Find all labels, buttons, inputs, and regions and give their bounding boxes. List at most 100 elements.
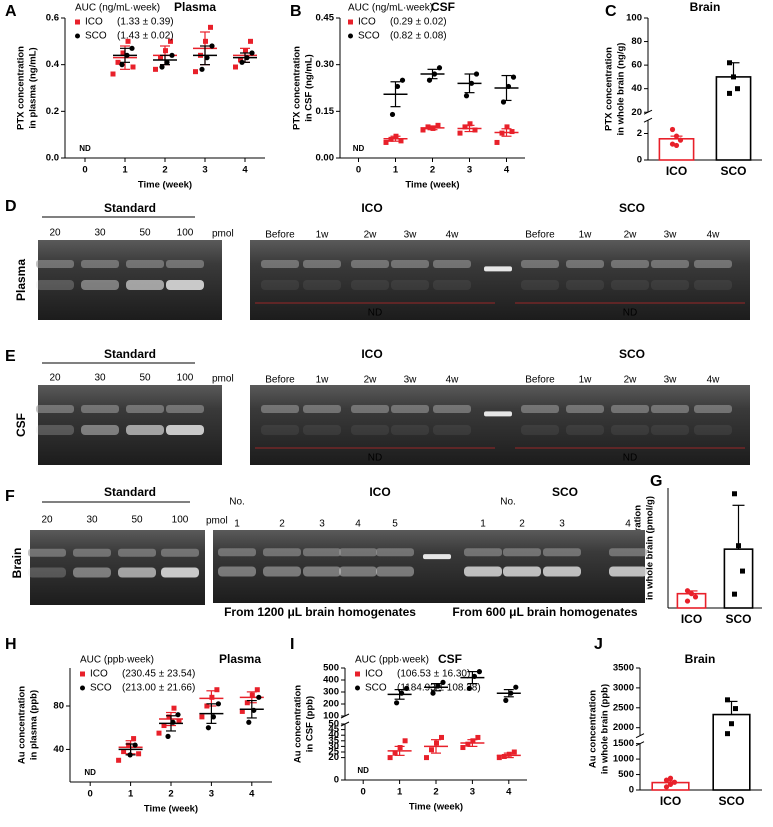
y-tick-label: 2000 (613, 722, 634, 733)
sample-label: Brain (10, 548, 24, 579)
data-point (504, 124, 510, 130)
y-tick-label: 0.45 (316, 13, 335, 24)
bar (712, 713, 751, 791)
legend-title: AUC (ng/mL·week) (348, 3, 433, 14)
data-point (496, 755, 502, 761)
data-point (387, 755, 393, 761)
data-point (254, 687, 260, 693)
gel-band (339, 548, 377, 557)
x-tick-label: 2 (168, 789, 173, 800)
data-point (667, 781, 674, 788)
standard-amount: 20 (49, 228, 61, 239)
data-point (166, 714, 172, 720)
lane-label: 1 (234, 519, 240, 530)
lane-label: 4 (355, 519, 361, 530)
y-axis-label: in CSF (ppb) (305, 696, 316, 752)
chart-title: Plasma (219, 652, 261, 666)
x-tick-label: 0 (356, 165, 361, 176)
data-point (209, 43, 215, 49)
gel-band (543, 548, 581, 557)
gel-band (694, 280, 732, 290)
y-tick-label: 1500 (613, 738, 634, 749)
x-tick-label: 3 (467, 165, 472, 176)
category-label: SCO (720, 164, 746, 178)
data-point (136, 751, 142, 757)
category-label: SCO (725, 612, 751, 626)
gel-band (81, 425, 119, 435)
chart-title: Plasma (174, 0, 216, 14)
y-tick-label: 20 (328, 752, 339, 763)
x-tick-label: 0 (88, 789, 93, 800)
y-axis-label: Au concentration (293, 685, 304, 763)
gel-band (566, 260, 604, 268)
y-tick-label: 0.00 (316, 153, 335, 164)
data-point (435, 122, 441, 128)
y-tick-label: 1000 (613, 754, 634, 765)
data-point (131, 736, 137, 742)
y-tick-label: 0.6 (46, 13, 59, 24)
data-point (215, 701, 221, 707)
gel-band (73, 567, 111, 578)
x-tick-label: 3 (470, 787, 475, 798)
data-point (214, 687, 220, 693)
x-tick-label: 4 (504, 165, 510, 176)
legend-label: SCO (358, 31, 380, 42)
data-point (460, 745, 466, 751)
gel-band (609, 548, 647, 557)
x-tick-label: 2 (430, 165, 435, 176)
legend-marker (80, 685, 85, 691)
data-point (669, 126, 676, 133)
gel-band (161, 548, 199, 557)
data-point (399, 77, 406, 83)
gel-band (391, 405, 429, 413)
gel-band (611, 260, 649, 268)
gel-band (303, 405, 341, 413)
standard-amount: 30 (94, 228, 106, 239)
gel-band (36, 425, 74, 435)
data-point (673, 142, 680, 149)
y-tick-label: 3500 (613, 663, 634, 674)
gel-band (433, 260, 471, 268)
data-point (467, 121, 473, 127)
x-tick-label: 1 (393, 165, 399, 176)
data-point (513, 684, 519, 690)
data-point (663, 784, 670, 790)
axis-break (635, 733, 645, 739)
panel-letter: F (5, 488, 15, 505)
data-point (466, 685, 472, 692)
legend-marker (348, 33, 353, 39)
data-point (462, 124, 468, 130)
bar (715, 76, 752, 161)
standard-amount: 50 (131, 515, 143, 526)
lane-label: 2w (624, 230, 638, 241)
panel-letter: C (605, 3, 617, 20)
data-point (165, 733, 171, 740)
gel-band (166, 405, 204, 413)
data-point (205, 725, 211, 731)
x-axis-label: Time (week) (409, 802, 463, 813)
standard-unit: pmol (212, 229, 234, 240)
data-point (740, 568, 745, 574)
data-point (667, 775, 674, 781)
lane-label: 3w (404, 375, 418, 386)
gel-band (376, 548, 414, 557)
gel-band (521, 405, 559, 413)
data-point (440, 679, 446, 686)
gel-band (351, 425, 389, 435)
lane-label: 3w (664, 375, 678, 386)
data-point (510, 74, 517, 80)
chart-title: Brain (685, 652, 716, 666)
standard-amount: 100 (172, 515, 189, 526)
standard-amount: 100 (177, 228, 194, 239)
lane-label: 4 (625, 519, 631, 530)
nd-label: ND (623, 453, 637, 464)
legend-auc: (1.33 ± 0.39) (117, 17, 174, 28)
data-point (248, 38, 253, 44)
legend-label: ICO (90, 669, 108, 680)
data-point (402, 738, 408, 744)
standard-amount: 20 (41, 515, 53, 526)
standard-title: Standard (104, 201, 156, 215)
y-axis-label: in whole brain (pmol/g) (645, 496, 656, 600)
data-point (120, 50, 126, 56)
y-tick-label: 0 (334, 775, 339, 786)
